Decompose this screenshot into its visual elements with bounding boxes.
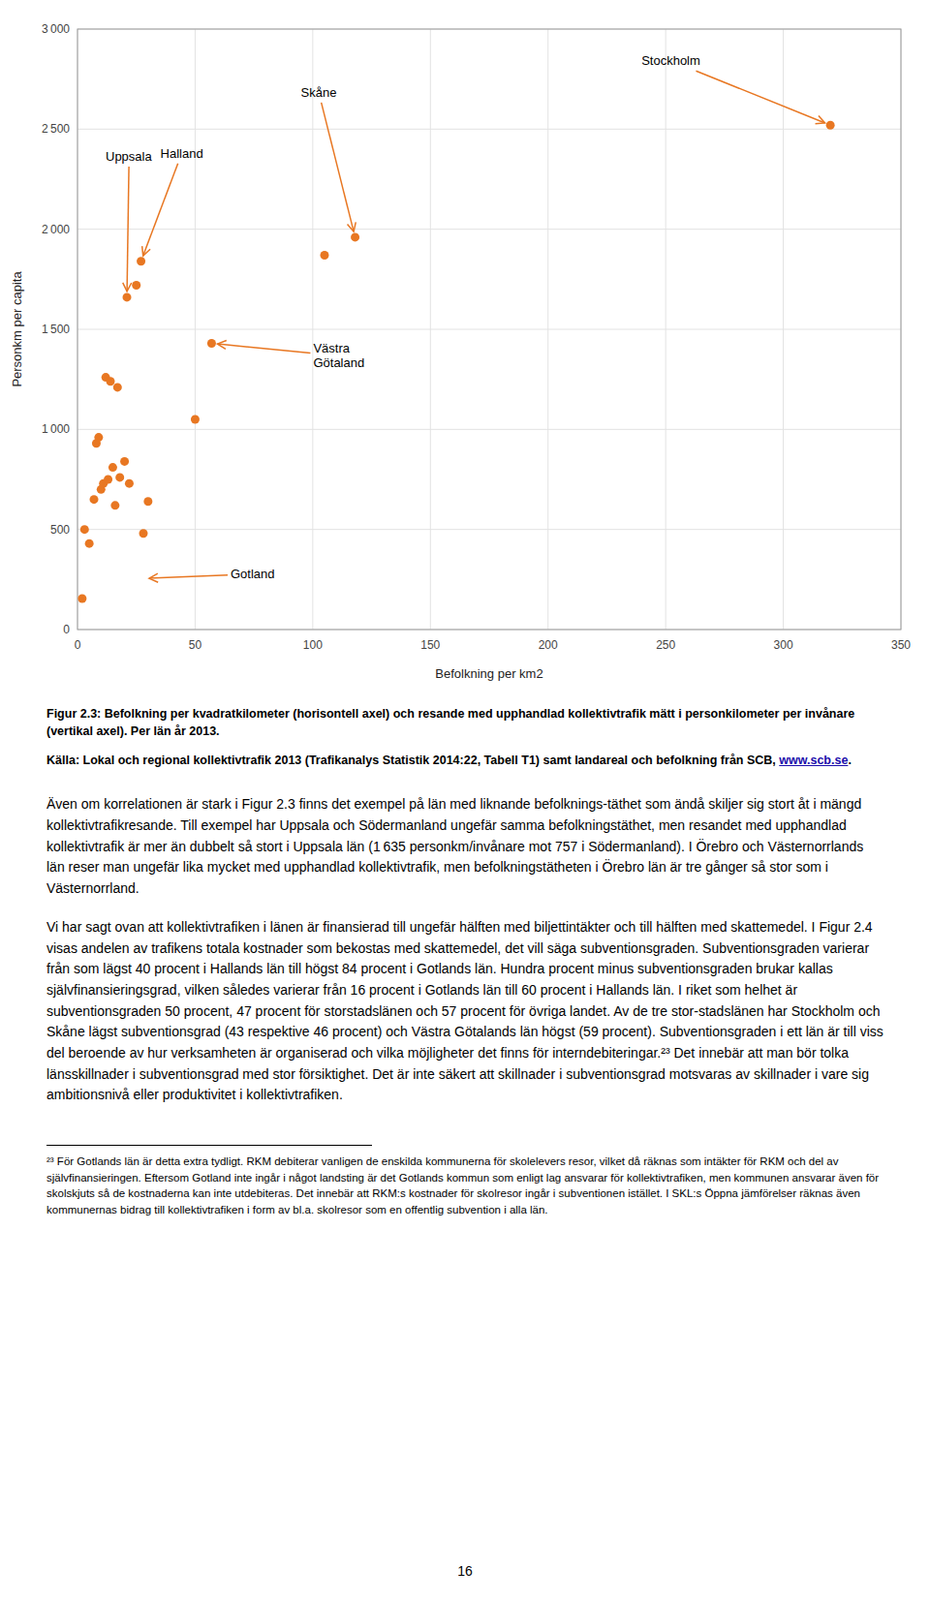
y-tick-label: 2 500	[41, 122, 70, 136]
figure-source: Källa: Lokal och regional kollektivtrafi…	[46, 751, 884, 770]
scatter-point	[123, 292, 132, 302]
x-tick-label: 50	[188, 638, 203, 652]
grid	[77, 29, 901, 630]
scatter-point	[77, 593, 87, 603]
x-tick-label: 350	[891, 638, 911, 652]
scatter-point	[143, 496, 153, 506]
annotation-line: Skåne	[301, 85, 338, 100]
plot-frame	[77, 29, 901, 630]
scatter-point	[207, 339, 217, 348]
grid-line-y	[77, 528, 901, 530]
points	[77, 121, 835, 604]
figure-caption: Figur 2.3: Befolkning per kvadratkilomet…	[46, 705, 884, 741]
scatter-chart: 0 50 100 150 200 250 300 350 0 500 1 000 1 500 2 000…	[0, 0, 930, 698]
scatter-point	[826, 121, 836, 130]
annotation-label: VästraGötaland	[312, 341, 365, 371]
scatter-point	[115, 472, 124, 482]
source-text: Källa: Lokal och regional kollektivtrafi…	[46, 753, 779, 768]
scatter-point	[139, 528, 149, 538]
x-tick-label: 250	[655, 638, 676, 652]
annotation-label: Stockholm	[641, 53, 701, 68]
scatter-point	[80, 525, 90, 534]
scatter-point	[320, 250, 330, 260]
scatter-point	[113, 382, 123, 392]
scatter-point	[110, 500, 120, 510]
x-tick-label: 100	[303, 638, 323, 652]
x-tick-label: 300	[774, 638, 794, 652]
grid-line-y	[77, 429, 901, 431]
annotation-label: Gotland	[230, 566, 276, 582]
y-tick-label: 0	[62, 622, 70, 637]
body-paragraph: Även om korrelationen är stark i Figur 2…	[46, 794, 884, 899]
scatter-point	[93, 433, 103, 442]
scatter-point	[190, 415, 200, 425]
footnote: ²³ För Gotlands län är detta extra tydli…	[46, 1153, 884, 1219]
annotation-arrow	[217, 343, 310, 354]
scatter-point	[108, 463, 118, 472]
source-link[interactable]: www.scb.se	[778, 753, 848, 768]
footnote-rule	[46, 1145, 372, 1147]
annotation-line: Stockholm	[641, 53, 701, 68]
scatter-point	[85, 539, 94, 549]
annotation-label: Halland	[160, 146, 204, 161]
scatter-point	[124, 479, 134, 489]
scatter-point	[131, 280, 141, 290]
x-axis-label: Befolkning per km2	[434, 666, 543, 682]
scatter-point	[120, 457, 129, 466]
x-tick-label: 0	[74, 638, 82, 652]
annotation-line: Halland	[160, 146, 204, 161]
text-area: Figur 2.3: Befolkning per kvadratkilomet…	[46, 705, 884, 1219]
y-tick-label: 1 000	[41, 422, 70, 436]
grid-line-y	[77, 128, 901, 130]
annotation-line: Gotland	[230, 566, 276, 582]
x-tick-label: 200	[538, 638, 558, 652]
grid-line-y	[77, 329, 901, 331]
annotation-arrow	[126, 166, 129, 292]
page: {"chart_data": {"type": "scatter", "xlab…	[0, 0, 930, 1600]
annotation-arrow	[695, 70, 825, 124]
annotation-line: Västra	[312, 341, 350, 356]
scatter-point	[350, 232, 360, 242]
grid-line-y	[77, 228, 901, 230]
source-text: .	[847, 753, 851, 768]
body-paragraph: Vi har sagt ovan att kollektivtrafiken i…	[46, 917, 884, 1107]
scatter-point	[90, 495, 99, 504]
scatter-point	[103, 475, 113, 485]
annotations: Uppsala Halland Skåne Stockholm VästraGötala…	[105, 53, 826, 582]
axes: 0 50 100 150 200 250 300 350 0 500 1 000 1 500 2 000…	[41, 22, 911, 652]
y-tick-label: 2 000	[41, 222, 70, 237]
scatter-point	[136, 256, 146, 266]
annotation-arrow	[149, 575, 228, 579]
annotation-line: Uppsala	[105, 149, 153, 164]
y-tick-label: 1 500	[41, 322, 70, 337]
annotation-arrow	[143, 163, 179, 256]
y-tick-label: 500	[50, 523, 70, 537]
x-tick-label: 150	[420, 638, 440, 652]
y-tick-label: 3 000	[41, 22, 70, 36]
scatter-point	[106, 376, 116, 386]
y-axis-label: Personkm per capita	[9, 271, 25, 388]
annotation-label: Skåne	[301, 85, 338, 100]
annotation-arrow	[321, 102, 354, 232]
annotation-line: Götaland	[312, 355, 365, 371]
page-number: 16	[0, 1563, 930, 1580]
annotation-label: Uppsala	[105, 149, 153, 164]
